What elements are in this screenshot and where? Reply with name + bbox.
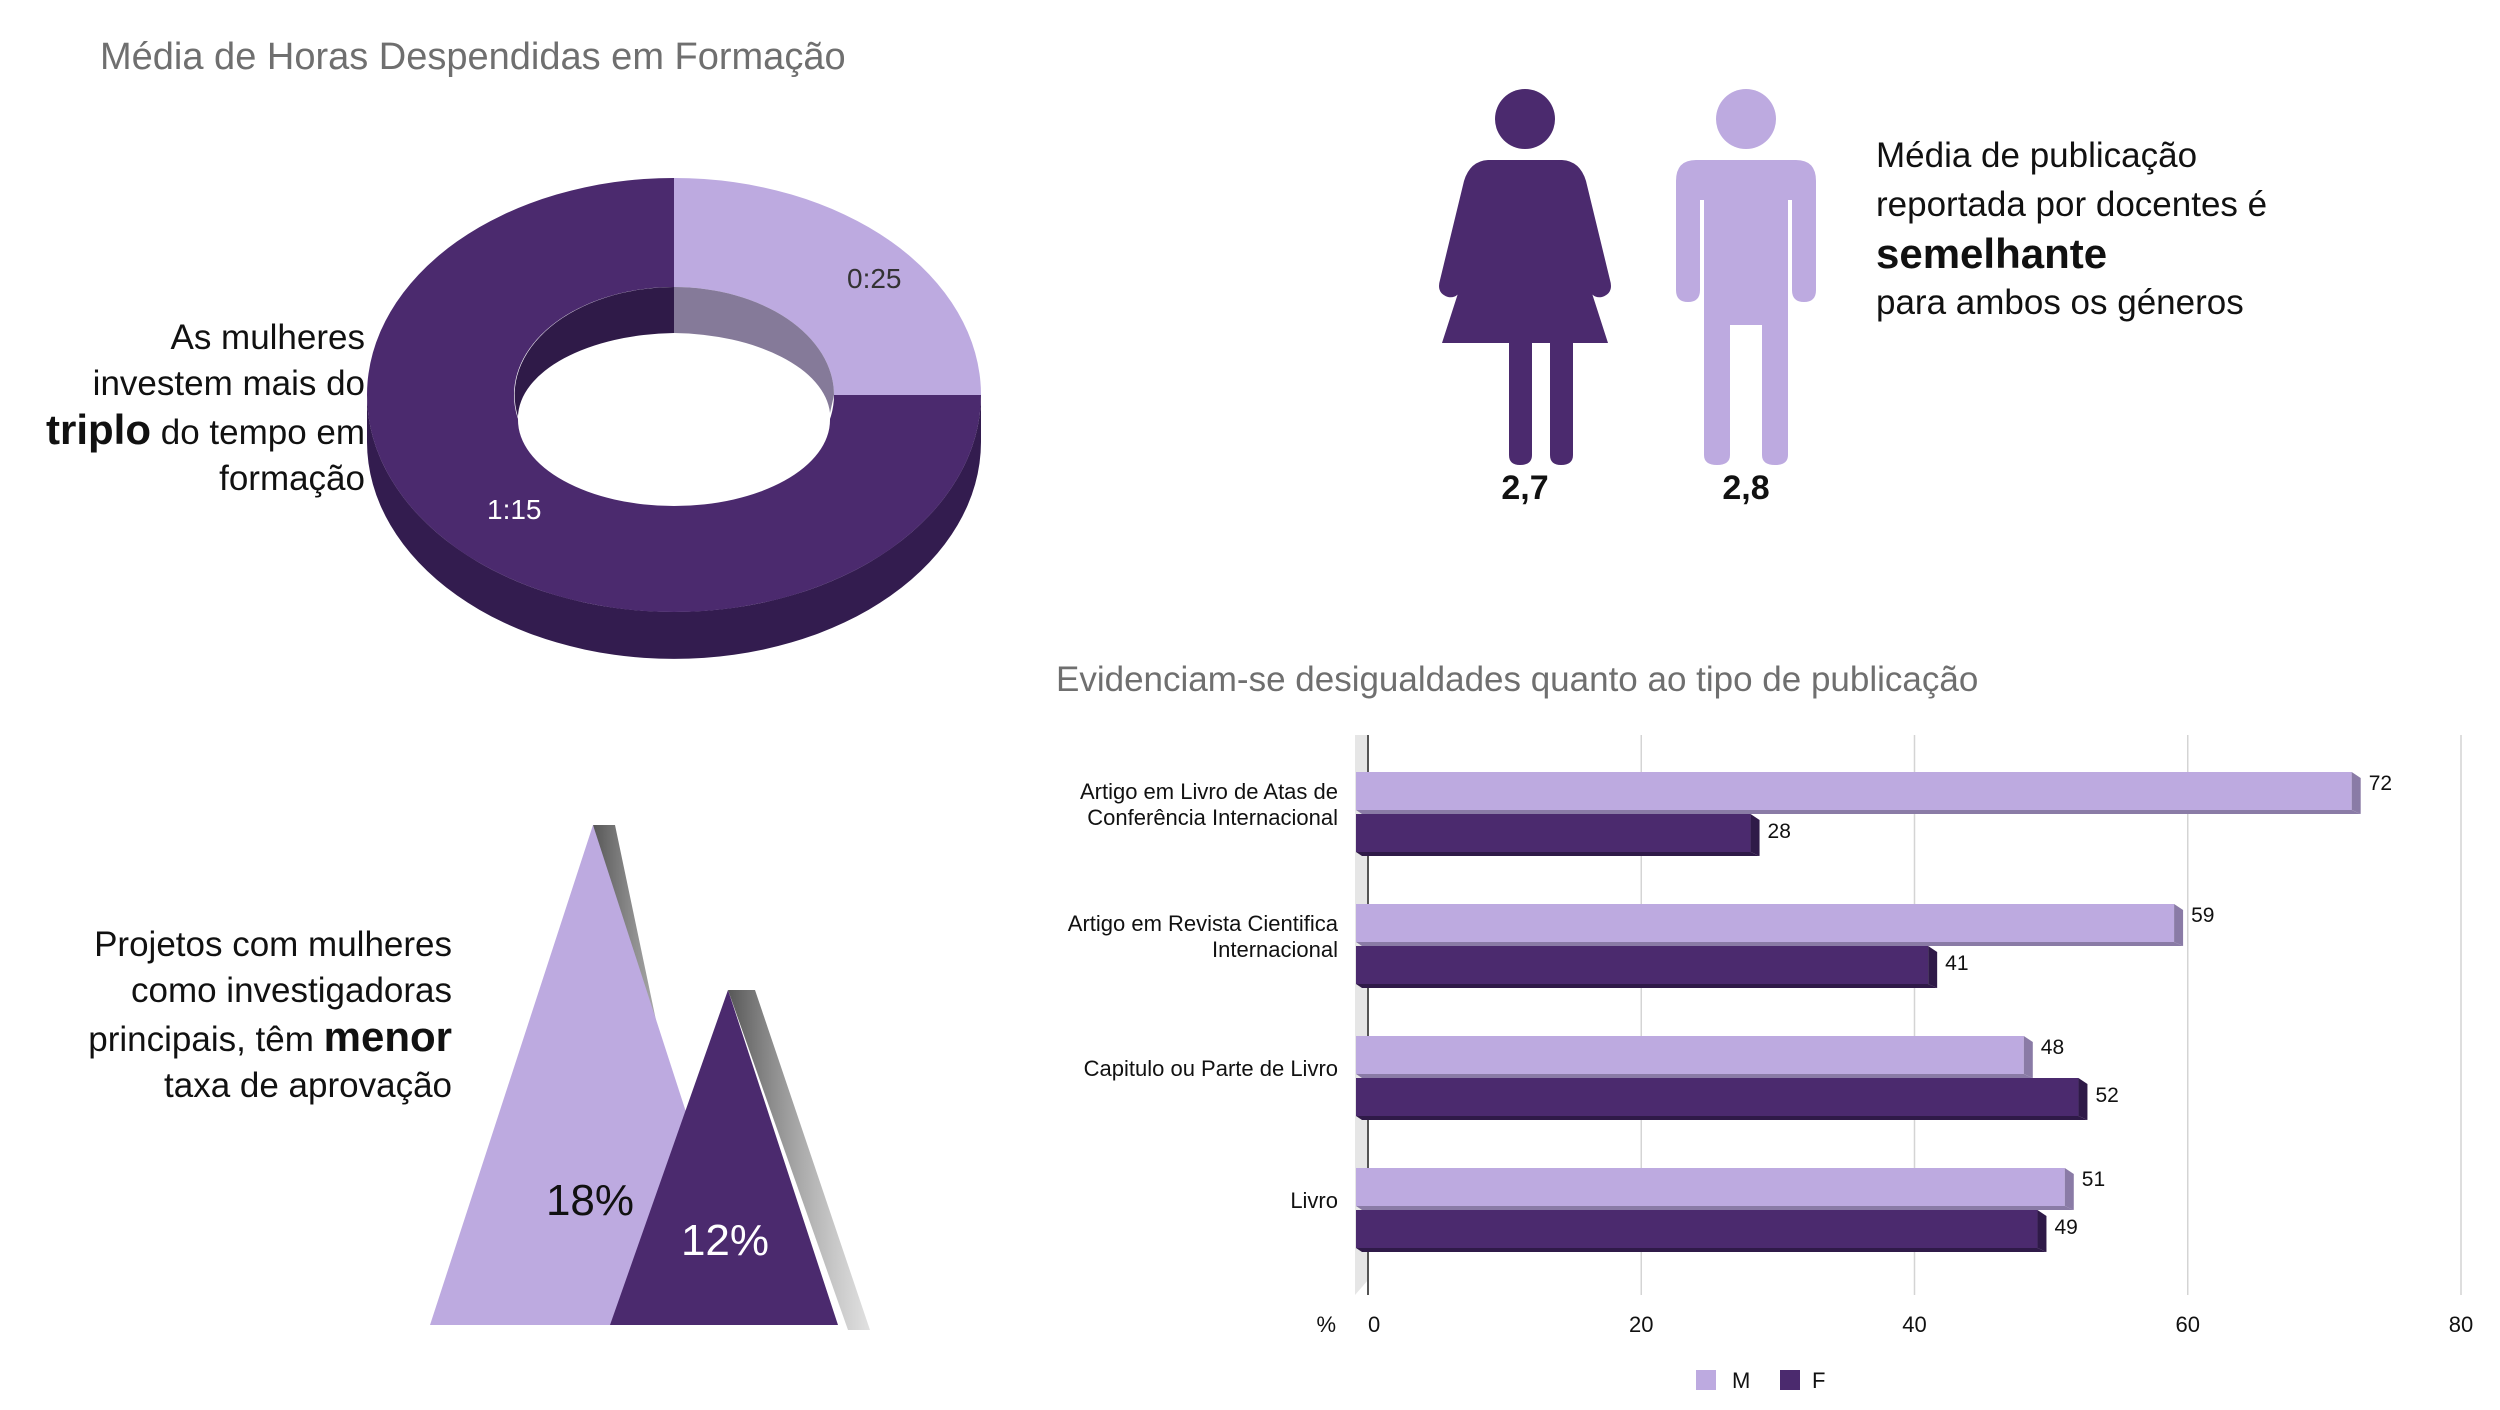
publication-text-line3: para ambos os géneros [1876, 283, 2244, 322]
bar-chart-title: Evidenciam-se desigualdades quanto ao ti… [1056, 660, 1979, 699]
bar-value-M-0: 72 [2369, 772, 2392, 795]
training-text-line1: As mulheres [170, 318, 365, 357]
man-value: 2,8 [1722, 469, 1769, 507]
bar-bottom-M-1 [1356, 942, 2184, 946]
publication-text: Média de publicação reportada por docent… [1876, 131, 2436, 327]
gender-icons: 2,7 2,8 [1439, 89, 1816, 507]
chart-x-ticks: 0 20 40 60 80 [1368, 1312, 2473, 1337]
bar-side-F-1 [1928, 946, 1938, 988]
training-text: As mulheres investem mais do triplo do t… [20, 315, 365, 502]
bar-bottom-F-3 [1356, 1248, 2047, 1252]
donut-slice-1:15 [367, 178, 981, 612]
projects-text: Projetos com mulheres como investigadora… [40, 922, 452, 1109]
training-text-line3-rest: do tempo em [151, 413, 365, 452]
projects-text-line3: principais, têm menor [40, 1014, 452, 1063]
training-text-line3: triplo do tempo em [20, 407, 365, 456]
x-tick-0: 0 [1368, 1312, 1380, 1337]
training-text-line4: formação [219, 459, 365, 498]
projects-text-line3a: principais, têm [88, 1020, 324, 1059]
training-donut-chart: 0:25 1:15 [367, 178, 981, 659]
donut-slice-0:25 [674, 178, 981, 395]
training-title: Média de Horas Despendidas em Formação [100, 36, 846, 78]
legend-label-f: F [1812, 1368, 1825, 1393]
bar-F-0 [1356, 814, 1751, 852]
publication-text-bold: semelhante [1876, 230, 2108, 277]
bar-bottom-F-2 [1356, 1116, 2088, 1120]
category-label-0-1: Conferência Internacional [1087, 805, 1338, 830]
x-tick-20: 20 [1629, 1312, 1653, 1337]
bar-bottom-M-2 [1356, 1074, 2033, 1078]
projects-text-line2: como investigadoras [131, 971, 452, 1010]
bar-M-2 [1356, 1036, 2024, 1074]
x-tick-60: 60 [2176, 1312, 2200, 1337]
bar-side-F-3 [2037, 1210, 2047, 1252]
chart-side-wall [1355, 735, 1368, 1295]
bar-F-2 [1356, 1078, 2079, 1116]
women-triangle [610, 990, 838, 1325]
donut-label-1:15: 1:15 [487, 494, 542, 525]
bar-side-M-2 [2023, 1036, 2033, 1078]
bar-bottom-M-0 [1356, 810, 2361, 814]
publication-text-line2: reportada por docentes é [1876, 185, 2268, 224]
bar-F-1 [1356, 946, 1929, 984]
donut-hole [518, 334, 830, 506]
bar-value-M-2: 48 [2041, 1036, 2064, 1059]
category-label-1-0: Artigo em Revista Cientifica [1068, 911, 1339, 936]
bar-bottom-F-1 [1356, 984, 1938, 988]
man-icon [1676, 89, 1816, 465]
bar-F-3 [1356, 1210, 2038, 1248]
category-label-2-0: Capitulo ou Parte de Livro [1084, 1056, 1338, 1081]
projects-text-line4: taxa de aprovação [164, 1066, 452, 1105]
x-axis-unit: % [1316, 1312, 1336, 1337]
category-label-3-0: Livro [1290, 1188, 1338, 1213]
bar-side-F-2 [2078, 1078, 2088, 1120]
bar-M-3 [1356, 1168, 2065, 1206]
bar-bottom-F-0 [1356, 852, 1760, 856]
bar-bottom-M-3 [1356, 1206, 2074, 1210]
legend-swatch-f [1780, 1370, 1800, 1390]
bar-M-1 [1356, 904, 2175, 942]
bar-side-M-3 [2064, 1168, 2074, 1210]
bar-side-M-1 [2174, 904, 2184, 946]
training-text-line2: investem mais do [92, 364, 365, 403]
bar-value-F-1: 41 [1945, 952, 1968, 975]
category-label-1-1: Internacional [1212, 937, 1338, 962]
publication-type-bar-chart: 72 28 59 41 48 52 51 49 Artigo em Livro de Atas… [1068, 735, 2473, 1393]
legend-label-m: M [1732, 1368, 1750, 1393]
bar-value-F-0: 28 [1768, 820, 1791, 843]
donut-hole-wall-light [674, 287, 834, 413]
x-tick-40: 40 [1902, 1312, 1926, 1337]
woman-icon [1439, 89, 1611, 465]
donut-depth [367, 395, 981, 659]
category-label-0-0: Artigo em Livro de Atas de [1080, 779, 1338, 804]
legend-swatch-m [1696, 1370, 1716, 1390]
chart-bars: 72 28 59 41 48 52 51 49 [1356, 772, 2392, 1252]
women-approval-label: 12% [681, 1216, 769, 1265]
donut-label-0:25: 0:25 [847, 263, 902, 294]
bar-value-F-3: 49 [2054, 1216, 2077, 1239]
bar-M-0 [1356, 772, 2352, 810]
projects-text-bold: menor [323, 1013, 452, 1060]
bar-value-M-1: 59 [2191, 904, 2214, 927]
projects-text-line1: Projetos com mulheres [94, 925, 452, 964]
donut-hole-wall-dark [514, 287, 674, 417]
woman-value: 2,7 [1501, 469, 1548, 507]
bar-side-M-0 [2351, 772, 2361, 814]
publication-text-line1: Média de publicação [1876, 136, 2198, 175]
training-text-bold: triplo [46, 406, 151, 453]
bar-value-M-3: 51 [2082, 1168, 2105, 1191]
approval-triangles: 18% 12% [430, 825, 870, 1330]
bar-side-F-0 [1750, 814, 1760, 856]
x-tick-80: 80 [2449, 1312, 2473, 1337]
women-triangle-shadow [728, 990, 870, 1330]
bar-value-F-2: 52 [2095, 1084, 2118, 1107]
men-approval-label: 18% [546, 1176, 634, 1225]
